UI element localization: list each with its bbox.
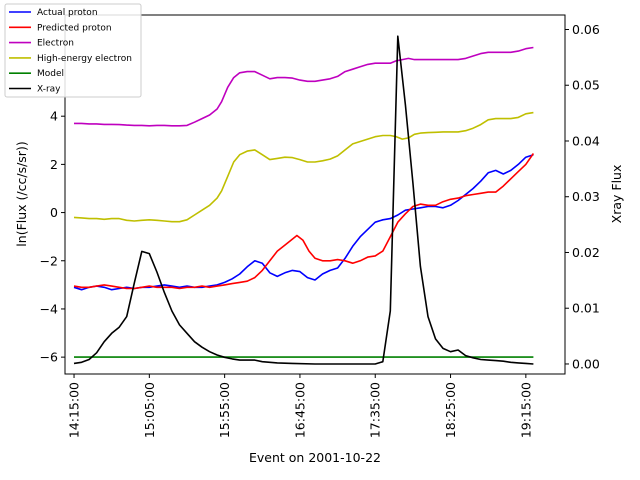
y-right-tick-label: 0.02 <box>572 245 600 260</box>
y-right-tick-label: 0.04 <box>572 133 600 148</box>
x-tick-label: 14:15:00 <box>67 382 82 438</box>
legend-box <box>4 3 142 98</box>
x-tick-label: 16:45:00 <box>292 382 307 438</box>
y-axis-left: −6 −4 −2 0 2 4 <box>40 109 65 365</box>
x-tick-label: 17:35:00 <box>368 382 383 438</box>
series-line-1 <box>73 153 535 290</box>
y-left-tick-label: −2 <box>40 253 58 268</box>
y-right-tick-label: 0.05 <box>572 78 600 93</box>
y-left-tick-label: 4 <box>50 109 58 124</box>
y-right-tick-label: 0.03 <box>572 189 600 204</box>
x-axis: 14:15:00 15:05:00 15:55:00 16:45:00 17:35:00… <box>67 374 533 438</box>
series-line-2 <box>74 46 534 127</box>
legend-label-1: Predicted proton <box>37 23 112 33</box>
y-left-tick-label: −6 <box>40 350 58 365</box>
y-right-tick-label: 0.06 <box>572 22 600 37</box>
plot-frame <box>64 14 566 375</box>
legend: Actual proton Predicted proton Electron Hig… <box>4 3 142 98</box>
series-line-5 <box>73 35 534 365</box>
y-left-tick-label: −4 <box>40 301 58 316</box>
legend-label-0: Actual proton <box>37 8 98 18</box>
x-tick-label: 15:55:00 <box>217 382 232 438</box>
x-tick-label: 15:05:00 <box>142 382 157 438</box>
legend-label-3: High-energy electron <box>37 54 132 64</box>
legend-label-4: Model <box>37 69 64 79</box>
y-right-tick-label: 0.00 <box>572 356 600 371</box>
x-tick-label: 19:15:00 <box>518 382 533 438</box>
x-tick-label: 18:25:00 <box>443 382 458 438</box>
y-left-tick-label: 0 <box>50 205 58 220</box>
x-axis-title: Event on 2001-10-22 <box>249 450 381 465</box>
legend-label-5: X-ray <box>37 85 61 95</box>
series-line-3 <box>73 111 534 223</box>
y-axis-right: 0.00 0.01 0.02 0.03 0.04 0.05 0.06 <box>565 22 600 371</box>
series-layer <box>73 35 535 365</box>
y-right-tick-label: 0.01 <box>572 301 600 316</box>
y-axis-right-title: Xray Flux <box>609 165 624 224</box>
y-left-tick-label: 2 <box>50 157 58 172</box>
legend-label-2: Electron <box>37 39 74 49</box>
y-axis-left-title: ln(Flux (/cc/s/sr)) <box>14 141 29 246</box>
